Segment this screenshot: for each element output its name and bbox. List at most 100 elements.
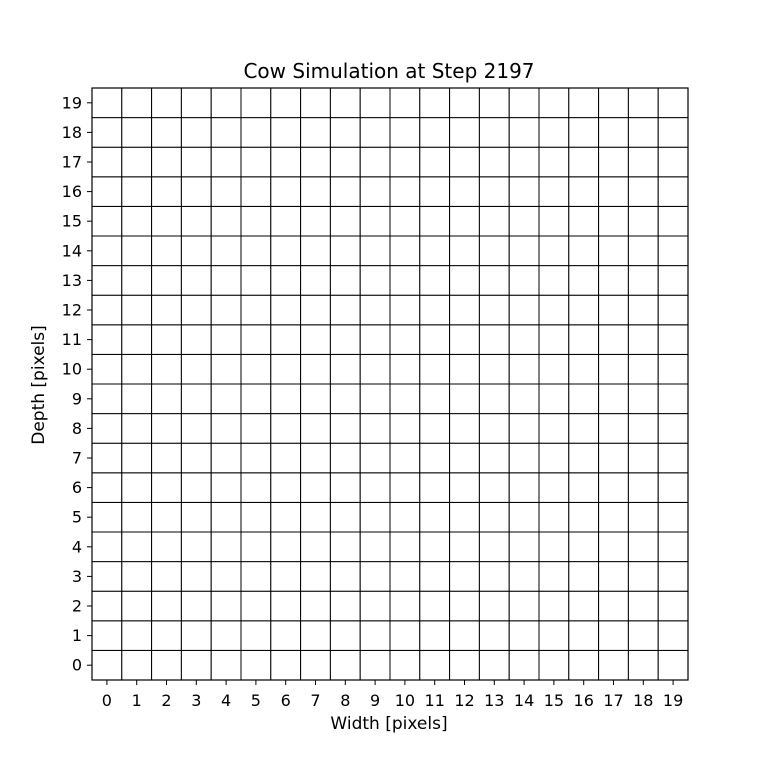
x-tick-label: 15	[544, 691, 564, 710]
x-tick-label: 3	[191, 691, 201, 710]
heatmap-cell	[359, 353, 391, 385]
heatmap-cell	[598, 353, 629, 385]
heatmap-cell	[598, 442, 629, 474]
heatmap-cell	[300, 620, 331, 651]
heatmap-cell	[627, 87, 659, 119]
heatmap-cell	[240, 235, 272, 267]
heatmap-cell	[180, 265, 212, 296]
heatmap-cell	[210, 442, 242, 474]
heatmap-cell	[389, 265, 421, 296]
heatmap-cell	[538, 235, 570, 267]
heatmap-cell	[300, 324, 331, 355]
heatmap-cell	[657, 620, 689, 651]
heatmap-cell	[419, 649, 451, 681]
heatmap-cell	[449, 294, 480, 326]
heatmap-cell	[598, 649, 629, 681]
heatmap-cell	[389, 383, 421, 415]
heatmap-cell	[627, 531, 659, 563]
y-tick-label: 0	[72, 656, 82, 675]
heatmap-cell	[210, 620, 242, 651]
heatmap-cell	[329, 324, 361, 355]
heatmap-cell	[419, 117, 451, 148]
y-tick-label: 9	[72, 389, 82, 408]
heatmap-cell	[478, 620, 510, 651]
heatmap-cell	[657, 294, 689, 326]
heatmap-cell	[151, 472, 182, 503]
heatmap-cell	[300, 265, 331, 296]
heatmap-cell	[657, 383, 689, 415]
heatmap-cell	[240, 117, 272, 148]
y-tick-label: 17	[62, 153, 82, 172]
heatmap-cell	[91, 235, 123, 267]
heatmap-cell	[329, 205, 361, 237]
heatmap-cell	[270, 472, 302, 503]
heatmap-cell	[151, 294, 182, 326]
heatmap-cell	[300, 294, 331, 326]
heatmap-cell	[478, 235, 510, 267]
heatmap-cell	[180, 117, 212, 148]
heatmap-cell	[568, 235, 600, 267]
heatmap-cell	[598, 413, 629, 444]
heatmap-cell	[121, 442, 153, 474]
heatmap-cell	[270, 235, 302, 267]
heatmap-cell	[657, 87, 689, 119]
heatmap-cell	[538, 590, 570, 622]
heatmap-cell	[508, 294, 540, 326]
heatmap-cell	[449, 590, 480, 622]
heatmap-cell	[329, 649, 361, 681]
heatmap-cell	[538, 531, 570, 563]
chart-title: Cow Simulation at Step 2197	[243, 59, 534, 83]
x-tick-label: 2	[161, 691, 171, 710]
heatmap-cell	[121, 146, 153, 178]
heatmap-cell	[180, 442, 212, 474]
heatmap-cell	[449, 117, 480, 148]
heatmap-cell	[419, 531, 451, 563]
x-tick-label: 14	[514, 691, 534, 710]
heatmap-cell	[627, 176, 659, 207]
heatmap-cell	[627, 294, 659, 326]
heatmap-cell	[508, 324, 540, 355]
heatmap-cell	[329, 442, 361, 474]
heatmap-cell	[91, 383, 123, 415]
heatmap-cell	[478, 176, 510, 207]
heatmap-cell	[91, 501, 123, 533]
heatmap-cell	[151, 324, 182, 355]
heatmap-cell	[508, 87, 540, 119]
heatmap-cell	[568, 383, 600, 415]
x-axis-label: Width [pixels]	[330, 714, 447, 734]
y-tick-label: 6	[72, 478, 82, 497]
heatmap-cell	[240, 87, 272, 119]
heatmap-cell	[419, 561, 451, 592]
heatmap-cell	[91, 176, 123, 207]
x-tick-label: 18	[633, 691, 653, 710]
heatmap-cell	[300, 501, 331, 533]
heatmap-cell	[478, 413, 510, 444]
heatmap-cell	[478, 442, 510, 474]
heatmap-cell	[568, 117, 600, 148]
x-tick-label: 0	[102, 691, 112, 710]
heatmap-cell	[300, 413, 331, 444]
heatmap-cell	[568, 87, 600, 119]
heatmap-cell	[568, 649, 600, 681]
heatmap-cell	[270, 205, 302, 237]
heatmap-cell	[627, 501, 659, 533]
heatmap-cell	[210, 324, 242, 355]
heatmap-cell	[210, 205, 242, 237]
heatmap-cell	[329, 620, 361, 651]
heatmap-cell	[627, 265, 659, 296]
heatmap-cell	[180, 649, 212, 681]
heatmap-cell	[627, 472, 659, 503]
heatmap-cell	[210, 472, 242, 503]
heatmap-cell	[270, 649, 302, 681]
y-tick-label: 18	[62, 123, 82, 142]
heatmap-cell	[121, 235, 153, 267]
heatmap-cell	[538, 324, 570, 355]
heatmap-cell	[389, 176, 421, 207]
heatmap-cell	[449, 649, 480, 681]
heatmap-cell	[657, 235, 689, 267]
heatmap-cell	[657, 561, 689, 592]
heatmap-cell	[151, 501, 182, 533]
heatmap-cell	[657, 413, 689, 444]
heatmap-cell	[449, 501, 480, 533]
heatmap-cell	[210, 531, 242, 563]
